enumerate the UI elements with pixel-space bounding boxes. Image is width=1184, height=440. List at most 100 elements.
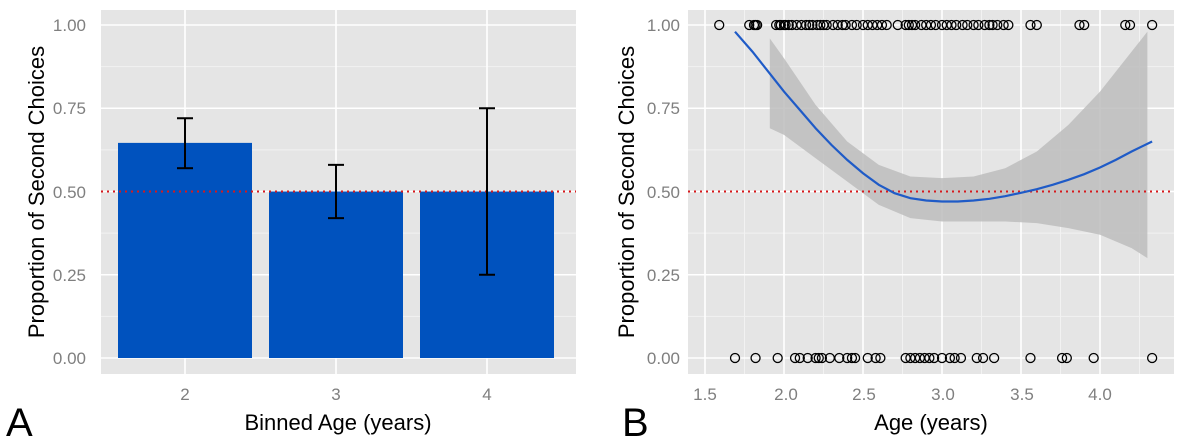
panel-a-bars <box>118 142 554 358</box>
data-point <box>783 19 794 31</box>
y-tick-label: 0.00 <box>53 349 86 368</box>
bar <box>269 191 403 358</box>
x-tick-label: 3.0 <box>931 385 955 404</box>
data-point <box>1124 19 1136 31</box>
panel-b-points <box>714 19 1158 364</box>
data-point <box>834 352 845 364</box>
panel-a-x-axis-title: Binned Age (years) <box>244 410 431 435</box>
panel-a-label: A <box>6 401 33 440</box>
data-point <box>789 352 801 364</box>
panel-b-x-axis-title: Age (years) <box>874 410 988 435</box>
panel-b-fit-curve <box>734 30 1153 203</box>
data-point <box>968 19 979 31</box>
data-point <box>984 19 995 31</box>
data-point <box>875 352 886 364</box>
panel-a-y-axis-title: Proportion of Second Choices <box>24 46 49 338</box>
data-point <box>998 19 1009 31</box>
x-tick-label: 2.5 <box>852 385 876 404</box>
data-point <box>1146 352 1158 364</box>
data-point <box>744 19 755 31</box>
panel-b-confidence-band <box>769 31 1148 259</box>
x-tick-label: 3.5 <box>1010 385 1034 404</box>
data-point <box>951 19 962 31</box>
data-point <box>846 19 858 31</box>
data-point <box>800 19 812 31</box>
x-tick-label: 2 <box>180 385 189 404</box>
y-tick-label: 0.50 <box>647 183 680 202</box>
x-tick-label: 4.0 <box>1088 385 1112 404</box>
data-point <box>862 352 873 364</box>
data-point <box>780 19 791 31</box>
data-point <box>714 19 725 31</box>
data-point <box>987 19 998 31</box>
data-point <box>881 19 892 31</box>
data-point <box>930 19 941 31</box>
data-point <box>1025 352 1036 364</box>
data-point <box>971 352 982 364</box>
data-point <box>949 352 960 364</box>
data-point <box>946 19 957 31</box>
panel-a-error-bars <box>177 107 495 276</box>
y-tick-label: 0.50 <box>53 183 86 202</box>
data-point <box>1061 352 1072 364</box>
panel-b-x-axis: 1.5 2.0 2.5 3.0 3.5 4.0 <box>693 385 1112 404</box>
data-point <box>925 19 937 31</box>
data-point <box>849 352 861 364</box>
data-point <box>909 19 921 31</box>
y-tick-label: 0.25 <box>53 266 86 285</box>
panel-b: 0.00 0.25 0.50 0.75 1.00 1.5 2.0 2.5 3.0… <box>614 10 1174 440</box>
data-point <box>1120 19 1131 31</box>
data-point <box>962 19 973 31</box>
data-point <box>979 19 990 31</box>
y-tick-label: 0.25 <box>647 266 680 285</box>
data-point <box>1074 19 1085 31</box>
data-point <box>842 352 853 364</box>
x-tick-label: 2.0 <box>774 385 798 404</box>
data-point <box>802 352 813 364</box>
data-point <box>804 19 815 31</box>
data-point <box>851 19 862 31</box>
data-point <box>992 19 1003 31</box>
data-point <box>816 352 828 364</box>
data-point <box>794 352 805 364</box>
data-point <box>807 19 818 31</box>
data-point <box>729 352 741 364</box>
data-point <box>1025 19 1036 31</box>
data-point <box>810 352 821 364</box>
panel-b-y-axis-title: Proportion of Second Choices <box>614 46 639 338</box>
data-point <box>957 19 968 31</box>
data-point <box>1031 19 1042 31</box>
panel-a-y-axis: 0.00 0.25 0.50 0.75 1.00 <box>53 16 86 368</box>
data-point <box>821 19 832 31</box>
data-point <box>988 352 1000 364</box>
data-point <box>903 19 914 31</box>
panel-b-y-axis: 0.00 0.25 0.50 0.75 1.00 <box>647 16 680 368</box>
y-tick-label: 0.75 <box>53 99 86 118</box>
data-point <box>1146 19 1158 31</box>
data-point <box>1088 352 1099 364</box>
y-tick-label: 1.00 <box>53 16 86 35</box>
data-point <box>1003 19 1014 31</box>
data-point <box>751 19 763 31</box>
panel-b-label: B <box>622 401 649 440</box>
data-point <box>928 352 940 364</box>
data-point <box>936 352 948 364</box>
y-tick-label: 0.75 <box>647 99 680 118</box>
data-point <box>840 19 851 31</box>
data-point <box>973 19 984 31</box>
data-point <box>870 352 881 364</box>
data-point <box>955 352 967 364</box>
data-point <box>750 352 761 364</box>
data-point <box>977 352 989 364</box>
data-point <box>772 352 783 364</box>
data-point <box>924 352 935 364</box>
data-point <box>832 19 843 31</box>
panel-a: 0.00 0.25 0.50 0.75 1.00 2 3 4 Binned Ag… <box>6 10 576 440</box>
data-point <box>815 19 826 31</box>
data-point <box>813 352 824 364</box>
data-point <box>1056 352 1068 364</box>
data-point <box>944 352 956 364</box>
bar <box>118 142 252 358</box>
data-point <box>1079 19 1090 31</box>
